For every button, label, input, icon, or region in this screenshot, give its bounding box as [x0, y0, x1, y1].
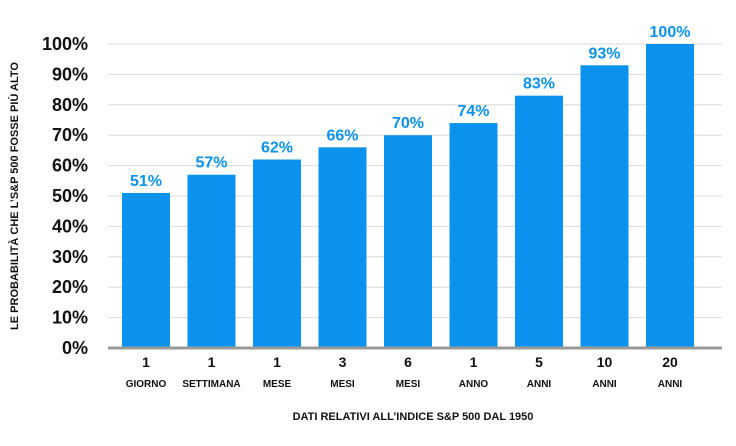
bar [122, 192, 170, 348]
data-label: 100% [650, 24, 691, 41]
y-axis-title: LE PROBABILITÀ CHE L’S&P 500 FOSSE PIÙ A… [8, 62, 21, 330]
x-tick-number: 10 [597, 354, 613, 370]
data-label: 70% [392, 115, 424, 132]
x-tick-unit: SETTIMANA [182, 379, 240, 390]
bars [122, 44, 694, 349]
y-tick-label: 30% [52, 247, 88, 267]
x-tick-unit: ANNO [459, 379, 489, 390]
x-tick-number: 6 [404, 354, 412, 370]
x-tick-number: 20 [662, 354, 678, 370]
data-labels: 51% 57% 62% 66% 70% 74% 83% 93% 100% [130, 24, 690, 190]
bar [384, 135, 432, 348]
y-tick-label: 70% [52, 125, 88, 145]
data-label: 74% [457, 103, 489, 120]
y-tick-label: 60% [52, 156, 88, 176]
y-tick-label: 90% [52, 64, 88, 84]
x-tick-unit: GIORNO [126, 379, 167, 390]
data-label: 51% [130, 173, 162, 190]
x-tick-unit: MESE [263, 379, 292, 390]
y-tick-label: 100% [42, 34, 88, 54]
data-label: 62% [261, 140, 293, 157]
y-tick-label: 40% [52, 216, 88, 236]
y-axis-ticks: 0% 10% 20% 30% 40% 50% 60% 70% 80% 90% 100% [42, 34, 88, 358]
y-tick-label: 10% [52, 308, 88, 328]
x-tick-unit: ANNI [658, 379, 683, 390]
x-tick-unit: MESI [330, 379, 355, 390]
data-label: 93% [588, 45, 620, 62]
y-tick-label: 0% [62, 338, 88, 358]
bar [646, 44, 694, 348]
bar [187, 174, 236, 348]
x-tick-number: 1 [273, 354, 281, 370]
bar [515, 95, 563, 349]
x-tick-number: 3 [339, 354, 347, 370]
data-label: 66% [326, 127, 358, 144]
data-label: 83% [523, 76, 555, 93]
x-axis-ticks: 1 GIORNO 1 SETTIMANA 1 MESE 3 MESI 6 MESI 1 ANNO 5 AN… [126, 354, 683, 390]
x-tick-number: 1 [470, 354, 478, 370]
y-tick-label: 20% [52, 277, 88, 297]
x-tick-number: 1 [208, 354, 216, 370]
bar [449, 123, 498, 348]
x-tick-unit: MESI [396, 379, 421, 390]
data-label: 57% [195, 155, 227, 172]
x-axis-title: DATI RELATIVI ALL’INDICE S&P 500 DAL 195… [293, 411, 534, 423]
bar [253, 159, 301, 348]
x-tick-number: 1 [142, 354, 150, 370]
y-tick-label: 80% [52, 95, 88, 115]
bar [580, 65, 629, 348]
bar [318, 147, 367, 348]
x-tick-unit: ANNI [592, 379, 617, 390]
x-tick-number: 5 [535, 354, 543, 370]
x-tick-unit: ANNI [527, 379, 552, 390]
y-tick-label: 50% [52, 186, 88, 206]
